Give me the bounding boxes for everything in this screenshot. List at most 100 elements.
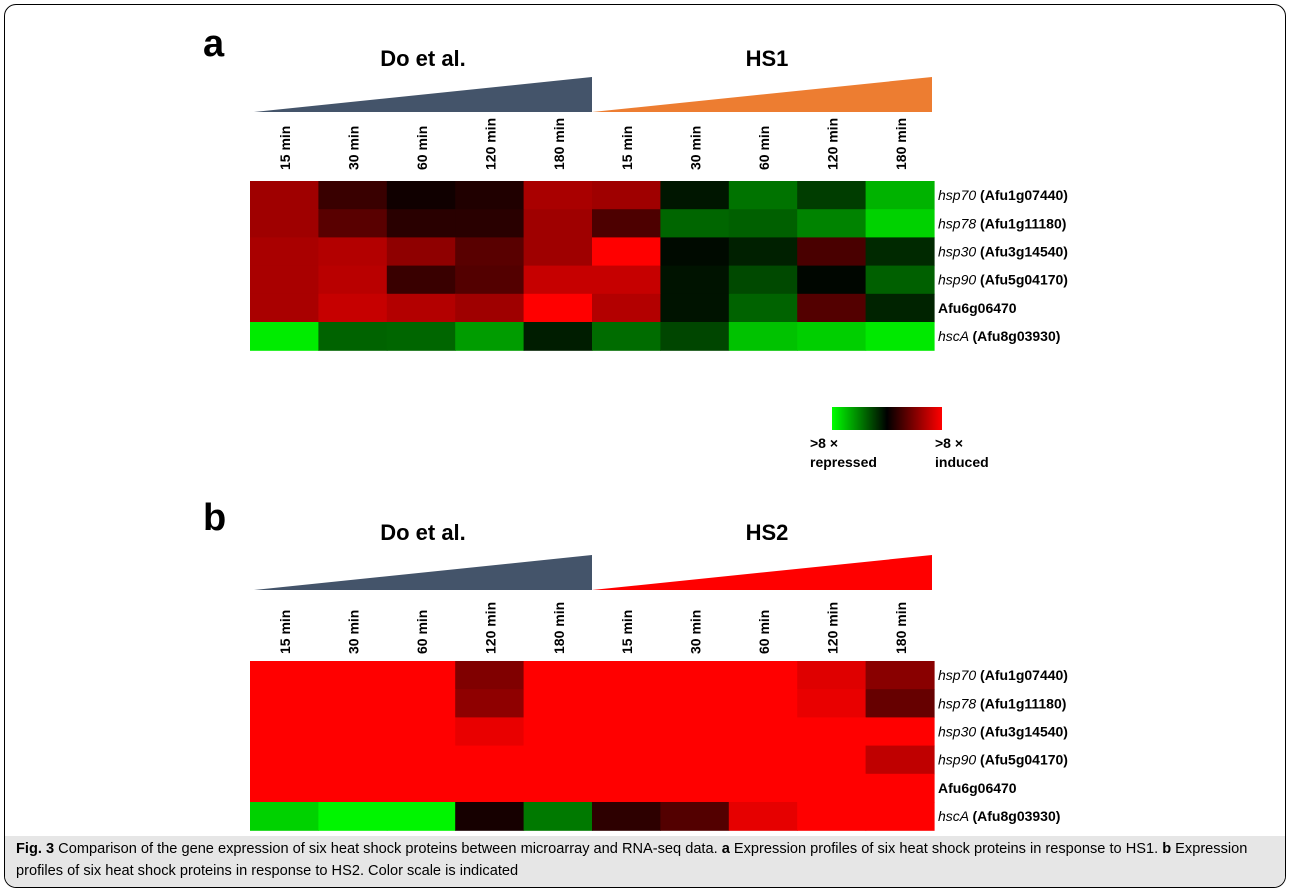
row-locus: (Afu5g04170)	[980, 752, 1068, 768]
heatmap-cell	[865, 689, 935, 718]
heatmap-cell	[318, 717, 388, 747]
heatmap-cell	[660, 322, 730, 351]
heatmap-cell	[318, 689, 388, 718]
row-gene-name: hsp78	[938, 695, 980, 711]
heatmap-cell	[250, 209, 319, 238]
heatmap-cell	[386, 181, 456, 210]
heatmap-cell	[660, 689, 730, 718]
heatmap-cell	[386, 265, 456, 295]
row-locus: (Afu3g14540)	[980, 244, 1068, 260]
heatmap-cell	[318, 745, 388, 775]
heatmap-cell	[728, 689, 798, 718]
group-wedge-1	[254, 555, 592, 590]
heatmap-cell	[318, 293, 388, 323]
heatmap-cell	[592, 181, 661, 210]
heatmap-cell	[318, 237, 388, 267]
heatmap-cell	[250, 661, 319, 690]
row-locus: (Afu1g11180)	[980, 695, 1066, 711]
heatmap-cell	[523, 773, 593, 803]
heatmap-cell	[455, 181, 525, 210]
heatmap-cell	[318, 802, 388, 831]
column-label: 30 min	[688, 126, 704, 170]
heatmap-cell	[592, 773, 661, 803]
column-label: 30 min	[688, 610, 704, 654]
heatmap-cell	[728, 265, 798, 295]
heatmap-cell	[865, 293, 935, 323]
column-label: 180 min	[551, 602, 567, 654]
column-label: 60 min	[756, 126, 772, 170]
row-locus: (Afu1g07440)	[980, 187, 1068, 203]
heatmap-cell	[660, 802, 730, 831]
group-wedge-1	[254, 77, 592, 112]
row-gene-name: hsp90	[938, 752, 980, 768]
row-gene-name: hsp70	[938, 667, 980, 683]
row-gene-name: hsp90	[938, 272, 980, 288]
heatmap-cell	[728, 181, 798, 210]
heatmap-cell	[797, 745, 867, 775]
row-locus: (Afu1g07440)	[980, 667, 1068, 683]
panel-label-b: b	[203, 497, 226, 539]
heatmap-panel-b: Do et al. 15 min 30 min 60 min 120 min 180 mi…	[250, 520, 1068, 831]
heatmap-cell	[728, 237, 798, 267]
row-locus: (Afu8g03930)	[973, 328, 1061, 344]
heatmap-cell	[250, 773, 319, 803]
row-label: Afu6g06470	[938, 780, 1017, 796]
row-gene-name: hsp78	[938, 215, 980, 231]
heatmap-cell	[865, 237, 935, 267]
heatmap-cell	[865, 661, 935, 690]
group-wedge-2	[592, 77, 932, 112]
group-label: Do et al.	[380, 520, 466, 545]
heatmap-cell	[865, 802, 935, 831]
heatmap-cell	[250, 237, 319, 267]
heatmap-cell	[455, 661, 525, 690]
column-label: 60 min	[414, 610, 430, 654]
row-label: hsp90 (Afu5g04170)	[938, 272, 1068, 288]
column-label: 60 min	[756, 610, 772, 654]
group-label: HS2	[746, 520, 789, 545]
column-label: 180 min	[551, 118, 567, 170]
heatmap-cell	[523, 745, 593, 775]
heatmap-cell	[523, 661, 593, 690]
heatmap-cell	[386, 773, 456, 803]
heatmap-cell	[797, 293, 867, 323]
heatmap-cell	[250, 322, 319, 351]
column-label: 15 min	[277, 610, 293, 654]
heatmap-cell	[592, 293, 661, 323]
heatmap-cell	[865, 773, 935, 803]
column-label: 60 min	[414, 126, 430, 170]
row-label: Afu6g06470	[938, 300, 1017, 316]
column-label: 30 min	[346, 126, 362, 170]
heatmap-cell	[660, 209, 730, 238]
heatmap-cell	[728, 802, 798, 831]
heatmap-cell	[797, 661, 867, 690]
heatmap-cell	[660, 773, 730, 803]
heatmap-cell	[865, 745, 935, 775]
heatmap-cell	[250, 745, 319, 775]
heatmap-cell	[386, 209, 456, 238]
row-locus: Afu6g06470	[938, 300, 1017, 316]
column-label: 180 min	[893, 602, 909, 654]
heatmap-cell	[592, 322, 661, 351]
caption-intro: Comparison of the gene expression of six…	[54, 841, 722, 857]
heatmap-cell	[455, 293, 525, 323]
heatmap-cell	[386, 745, 456, 775]
heatmap-cell	[455, 773, 525, 803]
column-label: 30 min	[346, 610, 362, 654]
heatmap-cell	[250, 265, 319, 295]
caption-a-label: a	[721, 841, 730, 857]
heatmap-cell	[318, 773, 388, 803]
heatmap-cell	[660, 181, 730, 210]
row-locus: (Afu1g11180)	[980, 215, 1066, 231]
heatmap-cell	[660, 717, 730, 747]
heatmap-cell	[797, 802, 867, 831]
heatmap-cell	[797, 717, 867, 747]
heatmap-cell	[318, 181, 388, 210]
heatmap-cell	[865, 181, 935, 210]
heatmap-cell	[660, 265, 730, 295]
heatmap-cell	[523, 689, 593, 718]
scale-right-bottom: induced	[935, 454, 989, 470]
heatmap-cell	[523, 717, 593, 747]
heatmap-cell	[318, 322, 388, 351]
heatmap-cell	[728, 661, 798, 690]
scale-left-top: >8 ×	[810, 435, 838, 451]
